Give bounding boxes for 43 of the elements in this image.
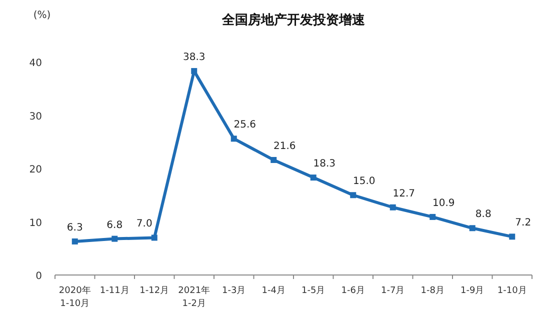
y-axis-title: (%) (33, 10, 51, 21)
point (390, 204, 396, 210)
x-tick-label: 1-3月 (222, 286, 246, 296)
point (191, 68, 198, 74)
data-label: 15.0 (352, 176, 376, 188)
data-label: 7.0 (136, 218, 152, 230)
point (509, 234, 516, 240)
y-tick-label: 40 (29, 58, 42, 69)
chart-title: 全国房地产开发投资增速 (221, 12, 366, 28)
x-tick-label: 2020年 1-10月 (58, 285, 91, 309)
data-label: 38.3 (182, 52, 206, 64)
x-tick-label: 1-8月 (420, 286, 444, 296)
point (469, 225, 476, 232)
x-tick-label: 2021年 1-2月 (178, 285, 210, 309)
data-label: 25.6 (234, 120, 256, 131)
point (430, 214, 436, 220)
data-label: 7.2 (515, 218, 532, 229)
y-tick-label: 20 (29, 164, 42, 176)
y-tick-label: 30 (29, 111, 42, 122)
x-tick-label: 1-4月 (262, 286, 286, 296)
data-label: 6.3 (66, 222, 83, 234)
x-tick-label: 1-9月 (460, 286, 484, 296)
y-tick-label: 10 (29, 218, 42, 229)
point (112, 236, 118, 242)
y-tick-label: 0 (36, 271, 42, 282)
data-label: 10.9 (432, 198, 455, 209)
x-tick-label: 1-10月 (497, 286, 527, 296)
point (72, 238, 78, 244)
data-label: 21.6 (273, 140, 296, 152)
data-label: 8.8 (475, 209, 492, 220)
x-tick-label: 1-12月 (140, 286, 170, 296)
data-label: 6.8 (106, 220, 123, 231)
data-label: 18.3 (313, 158, 336, 170)
point (230, 136, 237, 142)
point (151, 234, 158, 241)
point (310, 174, 316, 181)
x-tick-label: 1-11月 (100, 286, 130, 296)
point (350, 192, 356, 198)
x-tick-label: 1-6月 (341, 286, 365, 296)
x-tick-label: 1-5月 (302, 286, 326, 296)
point (270, 156, 277, 163)
x-tick-label: 1-7月 (381, 286, 405, 296)
data-label: 12.7 (392, 188, 416, 200)
